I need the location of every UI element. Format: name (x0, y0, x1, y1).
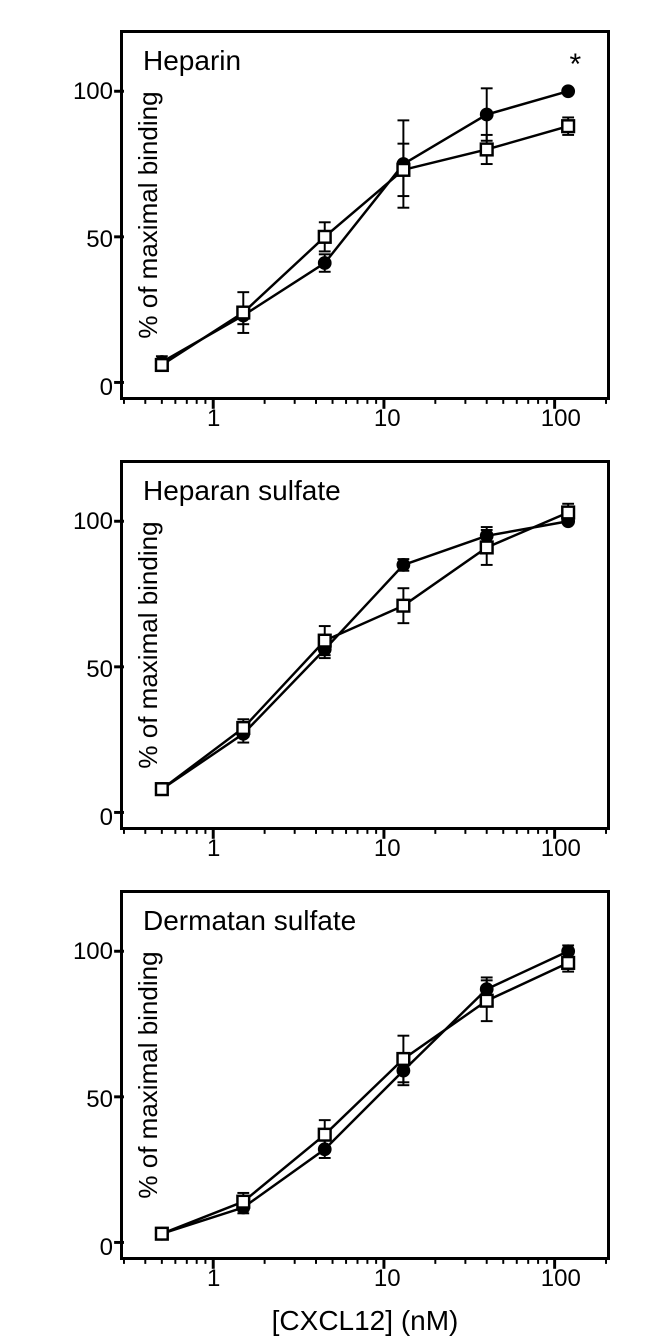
ytick-label: 50 (86, 226, 113, 254)
panel-heparin: 050100110100Heparin*% of maximal binding (120, 30, 610, 400)
chart-svg (123, 893, 607, 1257)
ytick-label: 100 (73, 78, 113, 106)
ytick-label: 0 (100, 1234, 113, 1262)
marker-square (481, 995, 493, 1007)
annotation-star: * (570, 48, 582, 82)
ytick-label: 50 (86, 656, 113, 684)
marker-square (156, 359, 168, 371)
marker-square (481, 144, 493, 156)
marker-circle (396, 558, 410, 572)
marker-square (481, 542, 493, 554)
xtick-label: 1 (207, 835, 220, 863)
plot-area: 050100110100Dermatan sulfate (120, 890, 610, 1260)
marker-square (319, 635, 331, 647)
xtick-label: 1 (207, 405, 220, 433)
marker-square (319, 231, 331, 243)
series-line-square (162, 126, 568, 365)
x-axis-label: [CXCL12] (nM) (272, 1305, 459, 1337)
marker-circle (318, 256, 332, 270)
xtick-label: 10 (374, 1265, 401, 1293)
panel-dermatan-sulfate: 050100110100Dermatan sulfate% of maximal… (120, 890, 610, 1260)
series-line-square (162, 963, 568, 1234)
marker-square (237, 1196, 249, 1208)
xtick-label: 10 (374, 835, 401, 863)
xtick-label: 100 (541, 1265, 581, 1293)
panel-title: Dermatan sulfate (143, 905, 356, 937)
marker-square (398, 1053, 410, 1065)
xtick-label: 100 (541, 405, 581, 433)
marker-square (398, 164, 410, 176)
chart-svg (123, 33, 607, 397)
xtick-label: 10 (374, 405, 401, 433)
ytick-label: 0 (100, 374, 113, 402)
chart-svg (123, 463, 607, 827)
series-line-circle (162, 951, 568, 1233)
marker-square (562, 507, 574, 519)
y-axis-label: % of maximal binding (133, 521, 164, 768)
xtick-label: 100 (541, 835, 581, 863)
series-line-circle (162, 521, 568, 789)
xtick-label: 1 (207, 1265, 220, 1293)
panel-heparan-sulfate: 050100110100Heparan sulfate% of maximal … (120, 460, 610, 830)
ytick-label: 50 (86, 1086, 113, 1114)
series-line-circle (162, 91, 568, 362)
marker-square (398, 600, 410, 612)
ytick-label: 100 (73, 508, 113, 536)
ytick-label: 0 (100, 804, 113, 832)
ytick-label: 100 (73, 938, 113, 966)
marker-circle (561, 84, 575, 98)
plot-area: 050100110100Heparan sulfate (120, 460, 610, 830)
panel-title: Heparan sulfate (143, 475, 341, 507)
plot-area: 050100110100Heparin* (120, 30, 610, 400)
marker-square (156, 783, 168, 795)
marker-square (237, 722, 249, 734)
y-axis-label: % of maximal binding (133, 951, 164, 1198)
marker-square (562, 957, 574, 969)
marker-square (237, 307, 249, 319)
marker-circle (480, 108, 494, 122)
panel-title: Heparin (143, 45, 241, 77)
marker-square (319, 1129, 331, 1141)
y-axis-label: % of maximal binding (133, 91, 164, 338)
marker-square (562, 120, 574, 132)
figure: 050100110100Heparin*% of maximal binding… (0, 0, 650, 1344)
marker-square (156, 1228, 168, 1240)
